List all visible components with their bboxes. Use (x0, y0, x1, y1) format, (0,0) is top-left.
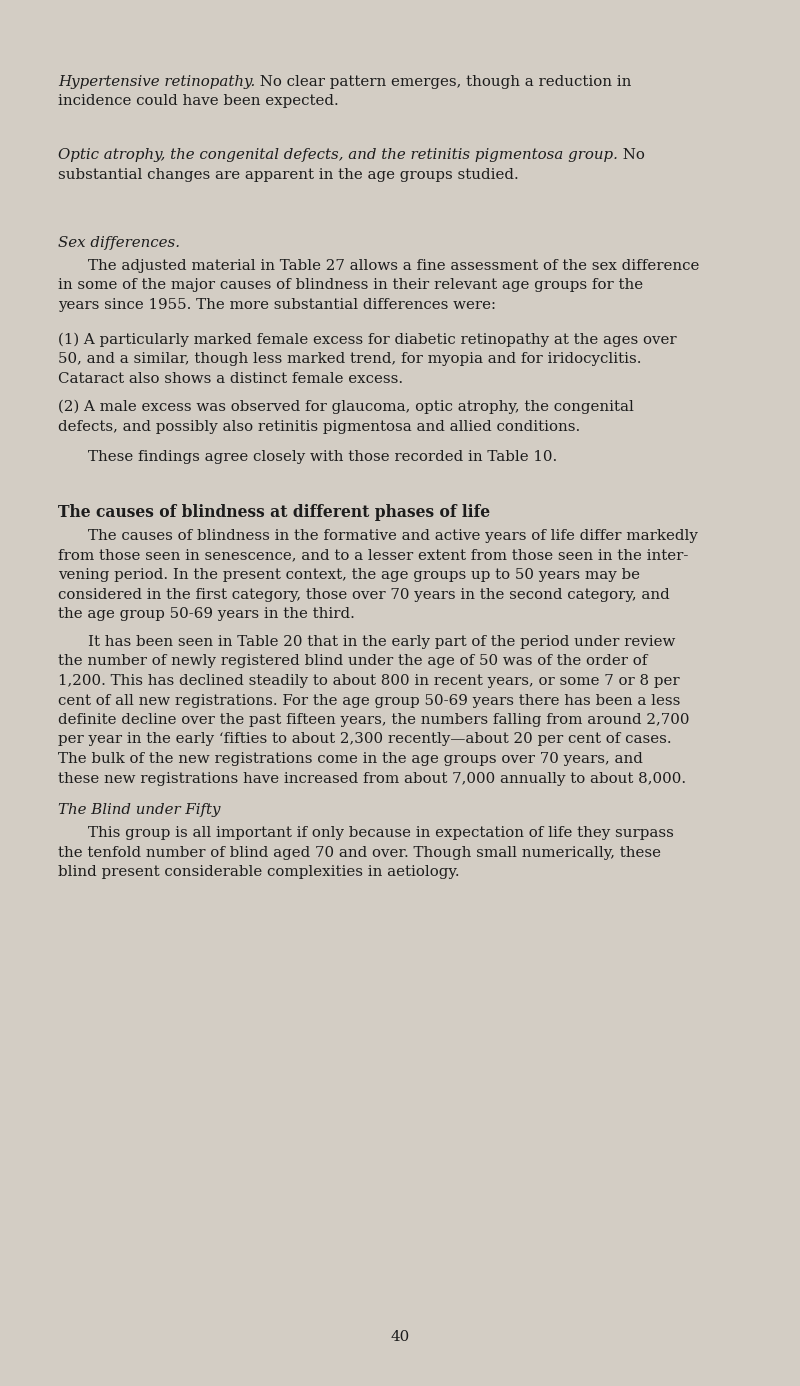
Text: These findings agree closely with those recorded in Table 10.: These findings agree closely with those … (88, 450, 558, 464)
Text: This group is all important if only because in expectation of life they surpass: This group is all important if only beca… (88, 826, 674, 840)
Text: the age group 50-69 years in the third.: the age group 50-69 years in the third. (58, 607, 355, 621)
Text: (1) A particularly marked female excess for diabetic retinopathy at the ages ove: (1) A particularly marked female excess … (58, 333, 677, 348)
Text: blind present considerable complexities in aetiology.: blind present considerable complexities … (58, 865, 460, 879)
Text: It has been seen in Table 20 that in the early part of the period under review: It has been seen in Table 20 that in the… (88, 635, 675, 649)
Text: The Blind under Fifty: The Blind under Fifty (58, 802, 221, 816)
Text: Cataract also shows a distinct female excess.: Cataract also shows a distinct female ex… (58, 371, 403, 385)
Text: Optic atrophy, the congenital defects, and the retinitis pigmentosa group.: Optic atrophy, the congenital defects, a… (58, 148, 618, 162)
Text: Hypertensive retinopathy.: Hypertensive retinopathy. (58, 75, 255, 89)
Text: per year in the early ‘fifties to about 2,300 recently—about 20 per cent of case: per year in the early ‘fifties to about … (58, 732, 672, 747)
Text: considered in the first category, those over 70 years in the second category, an: considered in the first category, those … (58, 588, 670, 602)
Text: The causes of blindness in the formative and active years of life differ markedl: The causes of blindness in the formative… (88, 529, 698, 543)
Text: these new registrations have increased from about 7,000 annually to about 8,000.: these new registrations have increased f… (58, 772, 686, 786)
Text: vening period. In the present context, the age groups up to 50 years may be: vening period. In the present context, t… (58, 568, 640, 582)
Text: the tenfold number of blind aged 70 and over. Though small numerically, these: the tenfold number of blind aged 70 and … (58, 845, 661, 859)
Text: from those seen in senescence, and to a lesser extent from those seen in the int: from those seen in senescence, and to a … (58, 549, 688, 563)
Text: (2) A male excess was observed for glaucoma, optic atrophy, the congenital: (2) A male excess was observed for glauc… (58, 401, 634, 414)
Text: Sex differences.: Sex differences. (58, 236, 180, 249)
Text: 40: 40 (390, 1331, 410, 1344)
Text: incidence could have been expected.: incidence could have been expected. (58, 94, 338, 108)
Text: in some of the major causes of blindness in their relevant age groups for the: in some of the major causes of blindness… (58, 279, 643, 292)
Text: No: No (618, 148, 645, 162)
Text: substantial changes are apparent in the age groups studied.: substantial changes are apparent in the … (58, 168, 518, 182)
Text: The causes of blindness at different phases of life: The causes of blindness at different pha… (58, 505, 490, 521)
Text: cent of all new registrations. For the age group 50-69 years there has been a le: cent of all new registrations. For the a… (58, 693, 680, 707)
Text: The bulk of the new registrations come in the age groups over 70 years, and: The bulk of the new registrations come i… (58, 753, 643, 766)
Text: defects, and possibly also retinitis pigmentosa and allied conditions.: defects, and possibly also retinitis pig… (58, 420, 580, 434)
Text: definite decline over the past fifteen years, the numbers falling from around 2,: definite decline over the past fifteen y… (58, 712, 690, 728)
Text: the number of newly registered blind under the age of 50 was of the order of: the number of newly registered blind und… (58, 654, 647, 668)
Text: The adjusted material in Table 27 allows a fine assessment of the sex difference: The adjusted material in Table 27 allows… (88, 259, 699, 273)
Text: 50, and a similar, though less marked trend, for myopia and for iridocyclitis.: 50, and a similar, though less marked tr… (58, 352, 642, 366)
Text: years since 1955. The more substantial differences were:: years since 1955. The more substantial d… (58, 298, 496, 312)
Text: No clear pattern emerges, though a reduction in: No clear pattern emerges, though a reduc… (255, 75, 632, 89)
Text: 1,200. This has declined steadily to about 800 in recent years, or some 7 or 8 p: 1,200. This has declined steadily to abo… (58, 674, 680, 687)
